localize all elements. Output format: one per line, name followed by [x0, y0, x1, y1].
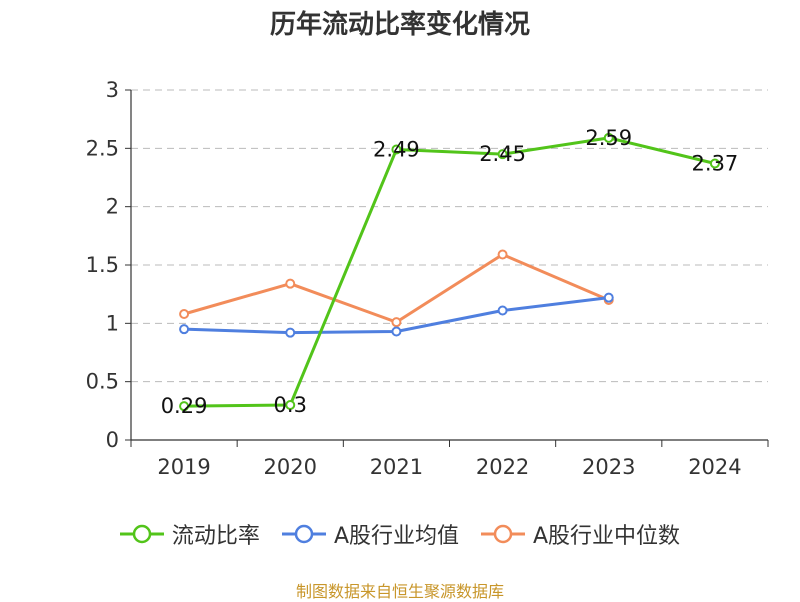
- series-line: [184, 136, 716, 408]
- data-point: [497, 149, 508, 160]
- legend-item-current-ratio[interactable]: 流动比率: [119, 518, 260, 550]
- data-point: [391, 144, 402, 155]
- legend-label-current-ratio: 流动比率: [171, 524, 260, 549]
- y-tick-label: 3: [106, 78, 119, 102]
- data-point: [179, 401, 190, 412]
- y-tick-label: 2.5: [86, 136, 119, 160]
- data-point: [179, 309, 190, 319]
- grid-lines: [131, 89, 768, 383]
- x-tick-label: 2023: [582, 455, 635, 479]
- y-tick-label: 1.5: [86, 253, 119, 277]
- x-tick-label: 2024: [688, 455, 741, 479]
- legend-swatch-blue-icon: [281, 524, 326, 544]
- data-point: [285, 400, 296, 410]
- data-label: 2.49: [373, 138, 420, 162]
- legend-item-industry-mean[interactable]: A股行业均值: [281, 518, 459, 550]
- data-point: [391, 326, 402, 337]
- x-tick-label: 2022: [476, 455, 529, 479]
- legend-swatch-orange-icon: [481, 524, 525, 544]
- data-label: 2.59: [585, 126, 632, 150]
- data-label: 2.37: [692, 152, 739, 176]
- chart-title: 历年流动比率变化情况: [269, 10, 530, 40]
- legend-item-industry-median[interactable]: A股行业中位数: [481, 518, 680, 550]
- data-point: [285, 278, 296, 289]
- legend-swatch-green-icon: [119, 524, 164, 544]
- y-tick-label: 0: [106, 428, 119, 452]
- data-point: [391, 317, 402, 328]
- y-tick-label: 2: [106, 195, 119, 219]
- data-point: [709, 158, 720, 169]
- data-label: 0.29: [161, 394, 208, 418]
- data-point: [285, 327, 296, 338]
- axes: 0 0.5 1 1.5 2 2.5 3 2019 2020 2021 2022 2023 2024: [86, 78, 769, 479]
- data-point: [497, 249, 508, 260]
- data-label: 2.45: [479, 142, 526, 166]
- data-point: [603, 132, 614, 143]
- data-point: [497, 305, 508, 316]
- legend-label-industry-median: A股行业中位数: [533, 524, 681, 549]
- y-tick-label: 1: [106, 311, 119, 335]
- x-tick-label: 2020: [264, 455, 317, 479]
- data-label: 0.3: [274, 393, 307, 417]
- source-note: 制图数据来自恒生聚源数据库: [295, 582, 504, 601]
- x-tick-label: 2019: [157, 455, 210, 479]
- legend-label-industry-mean: A股行业均值: [333, 524, 459, 549]
- data-point: [603, 292, 614, 303]
- data-point: [179, 324, 190, 335]
- x-tick-label: 2021: [370, 455, 423, 479]
- legend: 流动比率 A股行业均值 A股行业中位数: [0, 518, 800, 550]
- series-lines: [179, 132, 720, 412]
- data-labels: 0.29 0.3 2.49 2.45 2.59 2.37: [161, 126, 739, 418]
- y-tick-label: 0.5: [86, 370, 119, 394]
